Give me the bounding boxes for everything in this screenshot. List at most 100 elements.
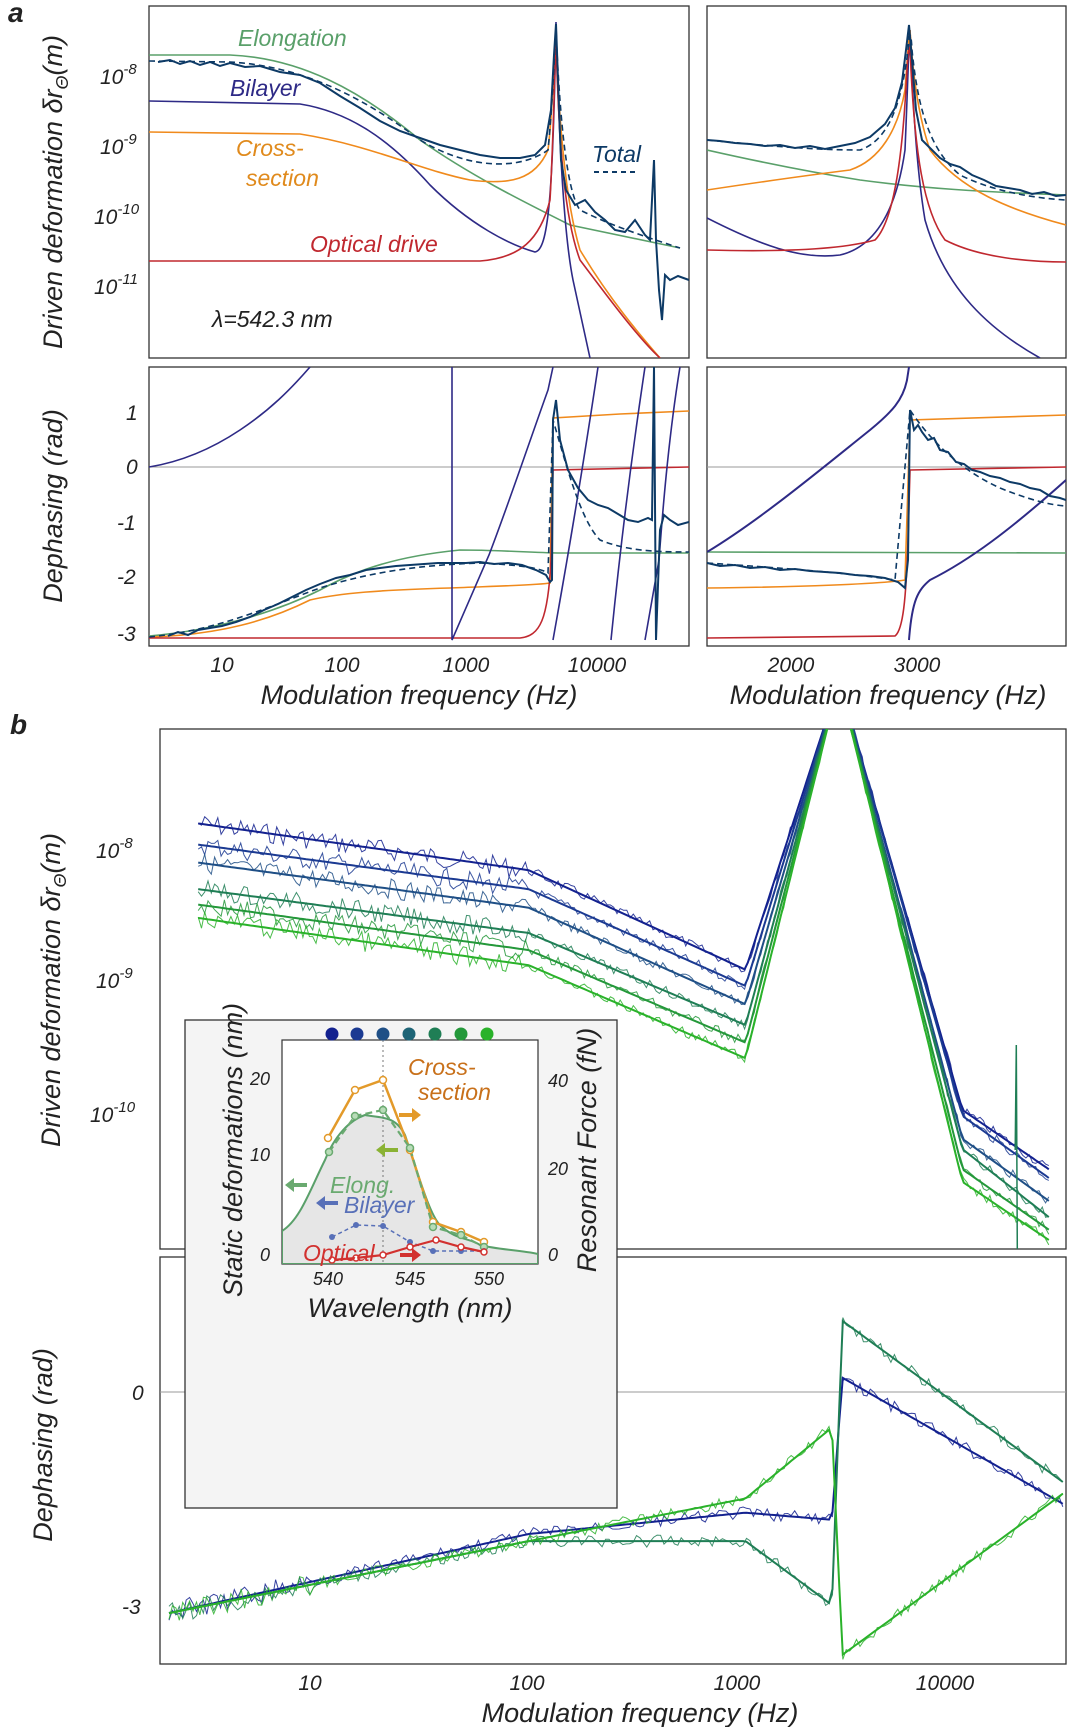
curve-elongation — [707, 551, 1066, 554]
inset-y-right-title: Resonant Force (fN) — [572, 1028, 602, 1273]
arrow-left-icon — [316, 1196, 338, 1210]
x-tick: 550 — [474, 1269, 504, 1289]
y-left-tick: 20 — [249, 1069, 270, 1089]
measured-phase-trace — [168, 1378, 1064, 1621]
curve-bilayer — [149, 367, 681, 641]
panel-b: 10-8 10-9 10-10 0 -3 10 100 1000 10000 M… — [28, 728, 1067, 1727]
wavelength-dot — [454, 1027, 468, 1041]
marker — [352, 1254, 360, 1262]
panel-a-phase-right-frame — [706, 366, 1067, 647]
marker — [380, 1223, 386, 1229]
amp-tick-labels-b: 10-8 10-9 10-10 — [90, 835, 136, 1127]
phase-tick-label: -3 — [117, 623, 136, 646]
fitted-phase-curve — [168, 1428, 1064, 1657]
curves-a-phase-right — [707, 367, 1066, 641]
y-axis-title-b-phase: Dephasing (rad) — [28, 1348, 58, 1542]
x-tick-label: 10000 — [568, 654, 627, 677]
arrow-left-icon — [376, 1143, 398, 1157]
marker — [407, 1239, 413, 1245]
curves-b-phase — [168, 1317, 1064, 1660]
y-right-tick: 20 — [547, 1159, 568, 1179]
x-tick-label: 3000 — [894, 654, 941, 677]
marker — [378, 1105, 388, 1115]
label-total: Total — [592, 141, 642, 167]
wavelength-dot — [402, 1027, 416, 1041]
panel-a-amp-right-frame — [706, 5, 1067, 359]
marker — [329, 1234, 335, 1240]
curve-total — [707, 409, 1066, 590]
panel-a: 10-8 10-9 10-10 10-11 1 0 -1 -2 -3 10 10… — [38, 5, 1067, 710]
marker — [430, 1248, 436, 1254]
label-cross-section-1: Cross- — [236, 135, 304, 161]
amp-tick-label: 10-9 — [100, 131, 137, 159]
x-axis-title-a-left: Modulation frequency (Hz) — [261, 680, 578, 710]
curves-b-amp — [197, 729, 1050, 1249]
amp-tick-label: 10-11 — [94, 271, 138, 299]
curve-cross-section — [149, 410, 689, 638]
x-tick-label: 10000 — [916, 1672, 975, 1695]
arrow-left-icon — [285, 1178, 307, 1192]
x-tick-labels-a: 10 100 1000 10000 2000 3000 — [210, 654, 940, 677]
wavelength-dot — [350, 1027, 364, 1041]
inset-ticks: 0 10 20 0 20 40 540 545 550 — [249, 1069, 568, 1289]
panel-a-label: a — [8, 0, 24, 28]
wavelength-dot — [376, 1027, 390, 1041]
curve-elongation — [707, 149, 1066, 196]
marker — [428, 1222, 438, 1232]
fitted-amplitude-curve — [198, 729, 1050, 1179]
fitted-phase-curve — [168, 1376, 1064, 1614]
amp-tick-label: 10-8 — [96, 835, 133, 863]
inset-label-optical: Optical — [303, 1240, 375, 1266]
curve-cross-section — [707, 414, 1066, 589]
inset-arrows — [285, 1108, 421, 1262]
marker — [406, 1243, 414, 1251]
y-axis-title-a-phase: Dephasing (rad) — [38, 409, 68, 603]
curves-a-amp-left — [149, 21, 689, 358]
fitted-amplitude-curve — [198, 729, 1050, 1202]
marker — [432, 1236, 440, 1244]
wavelength-color-dots — [325, 1027, 494, 1041]
marker — [405, 1143, 415, 1153]
inset: 0 10 20 0 20 40 540 545 550 Wavelength (… — [184, 1003, 618, 1509]
inset-y-left-title: Static deformations (nm) — [218, 1003, 248, 1297]
y-left-tick: 10 — [250, 1145, 270, 1165]
inset-markers — [323, 1075, 489, 1264]
curve-total-fit — [707, 34, 1066, 201]
curve-total — [707, 24, 1066, 198]
phase-tick-labels-b: 0 -3 — [122, 1382, 144, 1619]
amp-tick-label: 10-10 — [94, 201, 140, 229]
marker — [456, 1230, 466, 1240]
marker — [350, 1085, 360, 1095]
x-tick: 540 — [313, 1269, 343, 1289]
x-tick-label: 1000 — [443, 654, 490, 677]
phase-tick-label: 0 — [126, 456, 138, 479]
y-axis-title-b-amp: Driven deformation δrΘ(m) — [36, 833, 70, 1147]
curve-optical — [149, 466, 689, 639]
x-tick-label: 10 — [298, 1672, 322, 1695]
wavelength-dot — [325, 1027, 339, 1041]
x-tick-label: 2000 — [767, 654, 815, 677]
x-tick-label: 100 — [509, 1672, 544, 1695]
secondary-resonance-peak — [1014, 1044, 1019, 1249]
label-optical-drive: Optical drive — [310, 231, 438, 257]
y-right-tick: 40 — [548, 1071, 568, 1091]
x-axis-title-a-right: Modulation frequency (Hz) — [730, 680, 1047, 710]
arrow-right-icon — [400, 1248, 421, 1262]
phase-tick-label: -2 — [117, 566, 136, 589]
amp-tick-label: 10-10 — [90, 1099, 136, 1127]
phase-tick-label: -1 — [117, 512, 136, 535]
x-tick-labels-b: 10 100 1000 10000 — [298, 1672, 974, 1695]
curve-elongation — [149, 54, 681, 249]
marker — [457, 1243, 465, 1251]
marker — [350, 1111, 360, 1121]
amp-tick-labels-a: 10-8 10-9 10-10 10-11 — [94, 61, 140, 299]
marker — [378, 1075, 388, 1085]
inset-label-cross-2: section — [418, 1079, 491, 1105]
x-axis-title-b: Modulation frequency (Hz) — [482, 1698, 799, 1727]
curve-total — [157, 23, 689, 321]
curves-a-phase-left — [149, 367, 689, 641]
phase-tick-labels-a: 1 0 -1 -2 -3 — [117, 402, 138, 646]
curve-total-fit — [707, 407, 1066, 581]
x-tick-label: 1000 — [714, 1672, 761, 1695]
inset-plot — [282, 1040, 538, 1264]
